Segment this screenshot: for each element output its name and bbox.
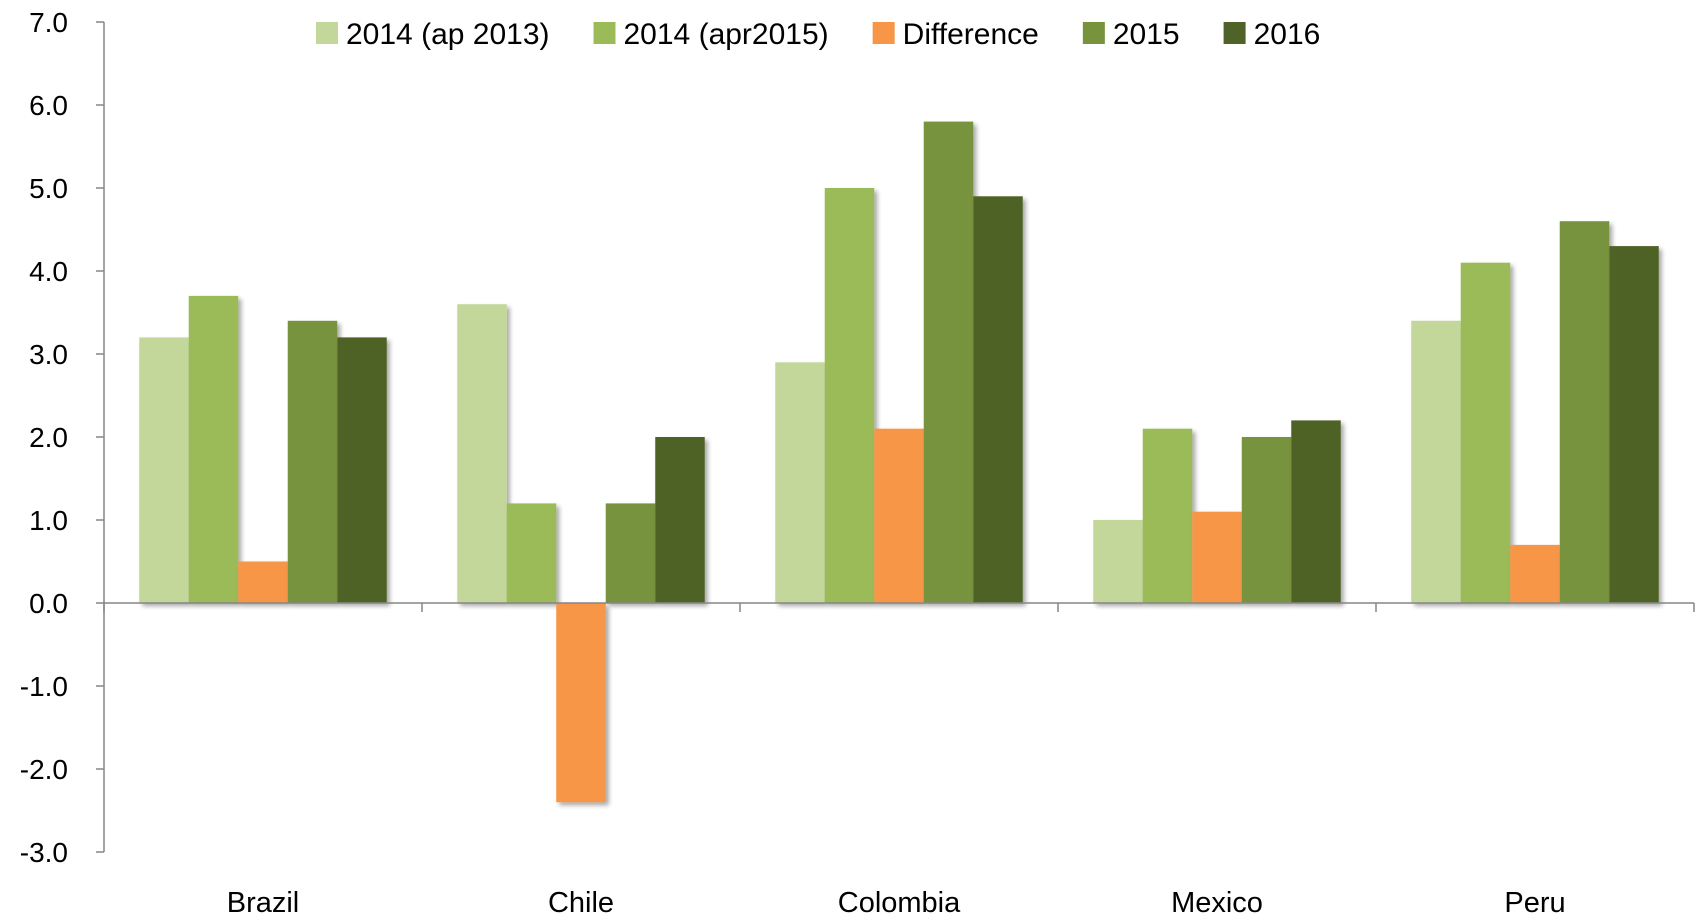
y-tick-label: 1.0	[29, 505, 68, 536]
y-tick-label: 4.0	[29, 256, 68, 287]
bar-brazil-series-0	[139, 337, 189, 603]
bar-colombia-series-1	[824, 188, 875, 603]
y-axis: 7.0 6.0 5.0 4.0 3.0 2.0 1.0 0.0 -1.0 -2.0 -3.0	[20, 7, 105, 868]
y-tick-label: -2.0	[20, 754, 68, 785]
x-category-label: Chile	[548, 887, 614, 915]
bar-peru-series-0	[1411, 320, 1461, 603]
bar-brazil-series-4	[337, 337, 387, 603]
legend-label: 2015	[1113, 18, 1180, 51]
bar-peru-series-2	[1510, 544, 1560, 603]
y-tick-label: 2.0	[29, 422, 68, 453]
bar-chile-series-0	[457, 304, 507, 603]
bar-brazil-series-1	[188, 295, 239, 603]
bar-mexico-series-3	[1241, 437, 1292, 603]
bar-chile-series-2	[556, 603, 606, 803]
y-tick-label: 5.0	[29, 173, 68, 204]
y-tick-label: 6.0	[29, 90, 68, 121]
legend-label: 2014 (ap 2013)	[346, 18, 550, 51]
bar-peru-series-3	[1559, 221, 1610, 603]
y-tick-label: -1.0	[20, 671, 68, 702]
x-category-label: Peru	[1504, 887, 1565, 915]
legend-label: 2016	[1254, 18, 1321, 51]
bar-mexico-series-1	[1142, 428, 1193, 603]
x-axis: Brazil Chile Colombia Mexico Peru	[103, 602, 1695, 919]
y-tick-label: 3.0	[29, 339, 68, 370]
x-category-label: Colombia	[838, 887, 961, 915]
y-tick-label: -3.0	[20, 837, 68, 868]
bar-chile-series-1	[506, 503, 557, 603]
legend-label: Difference	[903, 18, 1039, 51]
bar-chile-series-4	[655, 437, 705, 603]
y-tick-label: 0.0	[29, 588, 68, 619]
x-category-label: Brazil	[227, 887, 300, 915]
legend-swatch	[593, 22, 616, 44]
bar-mexico-series-2	[1192, 511, 1242, 603]
bar-chile-series-3	[605, 503, 656, 603]
legend-swatch	[1223, 22, 1246, 44]
bar-peru-series-4	[1609, 246, 1659, 603]
bar-brazil-series-2	[238, 561, 288, 603]
bar-peru-series-1	[1460, 262, 1511, 603]
legend-swatch	[316, 22, 338, 44]
bar-colombia-series-0	[775, 362, 825, 603]
x-category-label: Mexico	[1171, 887, 1263, 915]
bar-mexico-series-4	[1291, 420, 1341, 603]
y-tick-label: 7.0	[29, 7, 68, 38]
legend-label: 2014 (apr2015)	[624, 18, 829, 51]
bar-colombia-series-3	[923, 121, 974, 603]
bar-mexico-series-0	[1093, 520, 1143, 603]
bars	[139, 121, 1659, 803]
bar-colombia-series-2	[874, 428, 924, 603]
legend-swatch	[872, 22, 895, 44]
bar-colombia-series-4	[973, 196, 1023, 604]
legend: 2014 (ap 2013) 2014 (apr2015) Difference 20…	[316, 18, 1320, 51]
bar-brazil-series-3	[287, 320, 338, 603]
legend-swatch	[1082, 22, 1105, 44]
